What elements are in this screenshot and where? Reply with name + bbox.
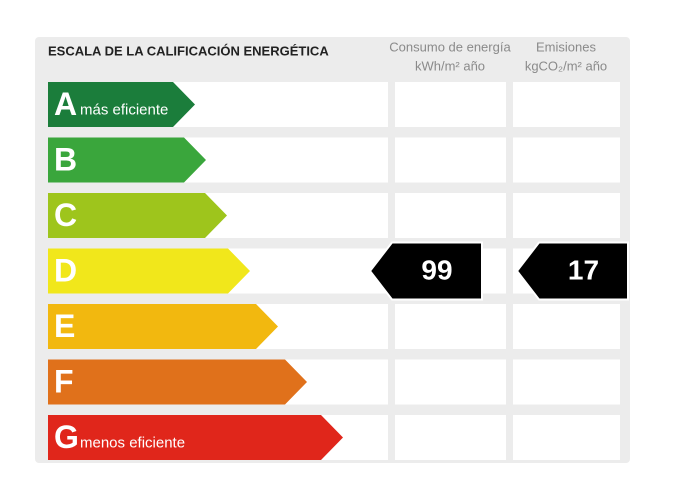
column-unit: kWh/m² año bbox=[415, 58, 485, 73]
row-cell bbox=[513, 415, 620, 460]
rating-letter: F bbox=[54, 363, 74, 399]
rating-arrow bbox=[48, 193, 227, 238]
rating-arrow bbox=[48, 359, 307, 405]
row-cell bbox=[513, 193, 620, 238]
row-cell bbox=[513, 82, 620, 127]
row-cell bbox=[513, 304, 620, 349]
rating-arrow bbox=[48, 304, 278, 349]
title: ESCALA DE LA CALIFICACIÓN ENERGÉTICA bbox=[48, 43, 329, 58]
row-cell bbox=[395, 193, 506, 238]
rating-arrow bbox=[48, 415, 343, 460]
rating-arrow bbox=[48, 137, 206, 183]
rating-label: menos eficiente bbox=[80, 434, 185, 451]
column-name: Consumo de energía bbox=[389, 39, 511, 54]
row-cell bbox=[395, 137, 506, 183]
rating-arrow bbox=[48, 82, 195, 127]
value-arrow bbox=[515, 241, 629, 301]
column-unit: kgCO₂/m² año bbox=[525, 58, 607, 73]
row-cell bbox=[513, 137, 620, 183]
value-arrow bbox=[368, 241, 483, 301]
rating-letter: C bbox=[54, 197, 77, 233]
row-cell bbox=[395, 359, 506, 405]
value-label: 99 bbox=[421, 254, 452, 285]
rating-letter: D bbox=[54, 252, 77, 288]
rating-letter: A bbox=[54, 86, 77, 122]
rating-letter: B bbox=[54, 141, 77, 177]
value-label: 17 bbox=[568, 254, 599, 285]
rating-letter: E bbox=[54, 308, 75, 344]
rating-label: más eficiente bbox=[80, 101, 168, 118]
row-cell bbox=[395, 415, 506, 460]
column-name: Emisiones bbox=[536, 39, 596, 54]
rating-letter: G bbox=[54, 419, 79, 455]
rating-arrow bbox=[48, 248, 250, 294]
row-cell bbox=[513, 359, 620, 405]
row-cell bbox=[395, 304, 506, 349]
row-cell bbox=[395, 82, 506, 127]
